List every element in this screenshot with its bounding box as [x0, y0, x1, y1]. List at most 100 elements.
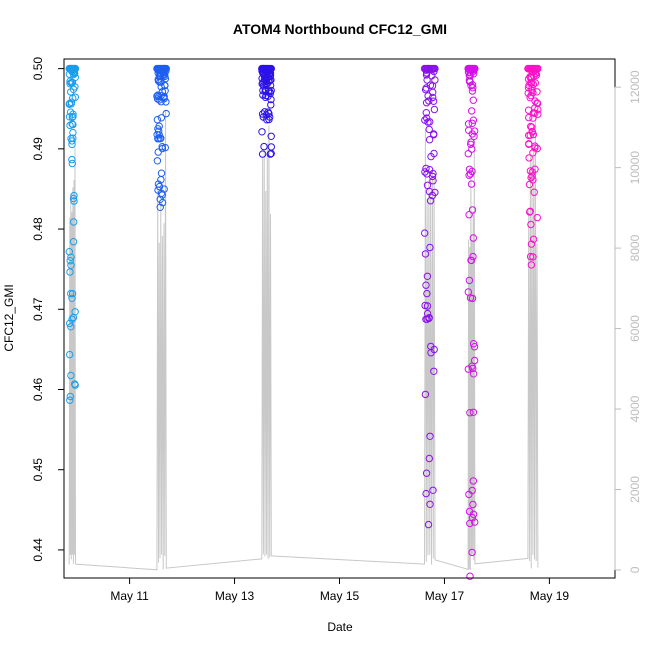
data-point	[71, 83, 79, 91]
data-point	[468, 87, 477, 95]
data-point	[155, 131, 163, 139]
altitude-trace	[68, 109, 539, 571]
data-point	[422, 99, 431, 107]
data-point	[525, 154, 533, 162]
data-point	[465, 276, 474, 285]
data-point	[531, 142, 539, 150]
y2-tick-label: 6000	[628, 315, 642, 342]
data-point	[431, 64, 439, 73]
data-point	[527, 261, 536, 269]
data-point	[68, 113, 77, 122]
x-axis-label: Date	[327, 620, 353, 634]
flight-series	[153, 64, 171, 212]
data-point	[68, 294, 76, 302]
y-tick-label: 0.45	[31, 458, 45, 482]
y2-tick-label: 8000	[628, 234, 642, 261]
data-point	[423, 289, 431, 298]
y2-tick-label: 10000	[628, 151, 642, 185]
data-point	[426, 243, 434, 252]
y-tick-label: 0.50	[31, 57, 45, 81]
y-axis-label: CFC12_GMI	[2, 284, 16, 351]
data-point	[468, 119, 476, 128]
data-point	[161, 81, 169, 90]
data-point	[529, 235, 538, 244]
data-point	[70, 191, 78, 200]
data-point	[531, 97, 539, 105]
data-point	[70, 218, 78, 226]
data-point	[528, 123, 536, 131]
altitude-line	[68, 109, 539, 571]
data-point	[422, 469, 431, 477]
data-point	[158, 191, 167, 199]
data-point	[527, 220, 535, 229]
flight-series	[65, 64, 80, 404]
data-point	[267, 86, 275, 95]
data-point	[467, 180, 476, 188]
data-point	[469, 340, 478, 348]
data-point	[465, 126, 473, 135]
data-point	[430, 131, 438, 139]
data-point	[423, 302, 432, 310]
data-point	[66, 350, 74, 359]
data-point	[66, 108, 75, 116]
data-point	[534, 64, 542, 73]
data-point	[158, 143, 166, 151]
data-point	[425, 314, 433, 323]
data-point	[157, 114, 166, 122]
data-point	[529, 253, 537, 261]
data-point	[469, 500, 477, 509]
data-point	[422, 489, 430, 498]
data-point	[431, 188, 439, 197]
data-point	[425, 454, 433, 463]
data-point	[263, 116, 271, 124]
data-point	[67, 88, 75, 96]
data-point	[468, 206, 477, 214]
y-tick-label: 0.46	[31, 377, 45, 401]
data-point	[267, 149, 275, 158]
data-point	[469, 84, 477, 92]
data-point	[429, 97, 438, 105]
data-point	[71, 93, 80, 101]
data-point	[158, 198, 167, 207]
data-point	[527, 240, 536, 248]
y2-tick-label: 12000	[628, 70, 642, 104]
data-point	[266, 81, 275, 90]
data-point	[526, 252, 535, 261]
data-point	[260, 142, 268, 151]
data-point	[467, 138, 475, 146]
y-tick-label: 0.48	[31, 217, 45, 241]
data-point	[155, 72, 164, 81]
data-point	[529, 114, 537, 122]
data-points	[65, 64, 542, 580]
data-point	[469, 116, 478, 124]
data-point	[267, 64, 275, 73]
data-point	[466, 409, 474, 417]
data-point	[467, 82, 475, 90]
data-point	[262, 77, 271, 85]
data-point	[157, 83, 165, 91]
data-point	[153, 116, 162, 124]
data-point	[531, 109, 539, 118]
data-point	[464, 365, 472, 373]
data-point	[425, 136, 434, 144]
data-point	[69, 313, 78, 322]
data-point	[525, 131, 533, 140]
data-point	[426, 197, 435, 205]
data-point	[466, 572, 474, 580]
data-point	[424, 118, 432, 126]
data-point	[153, 157, 162, 165]
data-point	[267, 95, 275, 104]
data-point	[467, 256, 475, 264]
data-point	[530, 188, 538, 196]
data-point	[67, 323, 75, 331]
data-point	[71, 380, 79, 388]
data-point	[527, 122, 535, 131]
data-point	[258, 150, 267, 158]
data-point	[527, 91, 535, 100]
data-point	[66, 257, 74, 265]
data-point	[430, 149, 438, 158]
data-point	[69, 112, 77, 121]
data-point	[70, 197, 78, 205]
data-point	[267, 132, 275, 141]
data-point	[424, 520, 433, 529]
